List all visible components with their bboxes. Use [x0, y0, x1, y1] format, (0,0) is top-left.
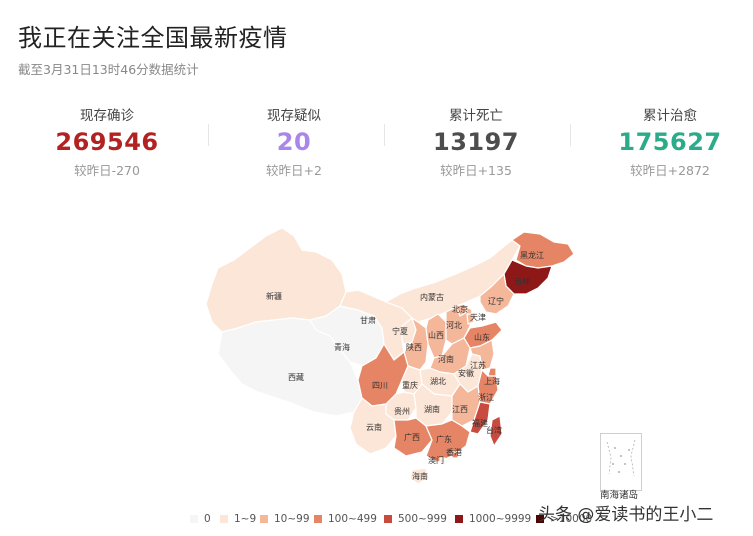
label-guizhou: 贵州 — [394, 406, 410, 416]
stat-divider — [208, 124, 209, 146]
label-shaanxi: 陕西 — [406, 342, 422, 352]
label-hongkong: 香港 — [446, 447, 462, 457]
label-chongqing: 重庆 — [402, 380, 418, 390]
legend-label: 1~9 — [234, 513, 257, 525]
legend-swatch — [314, 515, 322, 523]
stat-label: 现存疑似 — [267, 108, 321, 124]
province-hongkong[interactable] — [451, 451, 459, 459]
stats-bar: 现存确诊 269546 较昨日-270 现存疑似 20 较昨日+2 累计死亡 1… — [0, 104, 753, 184]
stat-value: 269546 — [55, 128, 159, 156]
stat-label: 累计死亡 — [449, 108, 503, 124]
label-macau: 澳门 — [428, 455, 444, 465]
label-anhui: 安徽 — [458, 368, 474, 378]
stat-value: 175627 — [618, 128, 722, 156]
label-fujian: 福建 — [472, 418, 488, 428]
label-sichuan: 四川 — [372, 381, 388, 390]
label-hainan: 海南 — [412, 471, 428, 481]
legend-swatch — [260, 515, 268, 523]
legend-label: 1000~9999 — [469, 513, 532, 525]
inset-label: 南海诸岛 — [600, 490, 639, 501]
province-guangdong[interactable] — [425, 419, 471, 463]
label-gansu: 甘肃 — [360, 315, 376, 325]
stat-delta: 较昨日-270 — [74, 163, 140, 178]
label-shandong: 山东 — [474, 332, 490, 342]
province-tianjin[interactable] — [466, 313, 475, 325]
legend-label: 500~999 — [398, 513, 447, 525]
legend-item[interactable]: 10~99 — [260, 513, 310, 525]
label-xinjiang: 新疆 — [266, 291, 282, 301]
label-jiangxi: 江西 — [452, 405, 468, 414]
stat-delta: 较昨日+2 — [266, 163, 322, 178]
province-taiwan[interactable] — [489, 415, 503, 447]
province-hainan[interactable] — [409, 467, 429, 485]
legend-item[interactable]: 1000~9999 — [455, 513, 531, 525]
label-qinghai: 青海 — [334, 342, 350, 352]
label-guangxi: 广西 — [404, 432, 420, 442]
province-heilongjiang[interactable] — [511, 231, 575, 269]
watermark: 头条 @爱读书的王小二 — [538, 505, 714, 525]
label-liaoning: 辽宁 — [488, 296, 504, 306]
label-shanghai: 上海 — [484, 376, 500, 386]
legend-label: >10000 — [550, 513, 593, 525]
stat-value: 20 — [276, 128, 312, 156]
province-beijing[interactable] — [455, 303, 468, 317]
stat-label: 现存确诊 — [80, 108, 134, 124]
stat-total-recovered[interactable]: 累计治愈 175627 较昨日+2872 — [590, 104, 750, 179]
province-shanghai[interactable] — [487, 367, 497, 377]
legend-item[interactable]: >10000 — [536, 513, 592, 525]
label-hubei: 湖北 — [430, 377, 446, 386]
china-choropleth-map: 新疆 西藏 青海 甘肃 内蒙古 黑龙江 吉林 辽宁 宁夏 陕西 山西 河北 北京… — [205, 227, 575, 485]
stat-delta: 较昨日+135 — [440, 163, 512, 178]
stat-divider — [384, 124, 385, 146]
stat-divider — [570, 124, 571, 146]
label-shanxi: 山西 — [428, 330, 444, 340]
province-liaoning[interactable] — [479, 273, 515, 315]
label-jiangsu: 江苏 — [470, 360, 486, 370]
legend-item[interactable]: 0 — [190, 513, 211, 525]
legend-item[interactable]: 500~999 — [384, 513, 447, 525]
update-timestamp: 截至3月31日13时46分数据统计 — [18, 62, 199, 77]
label-yunnan: 云南 — [366, 422, 382, 432]
label-hebei: 河北 — [446, 320, 462, 330]
label-tianjin: 天津 — [470, 312, 486, 322]
label-neimenggu: 内蒙古 — [420, 292, 444, 302]
label-taiwan: 台湾 — [486, 425, 502, 435]
province-hunan[interactable] — [413, 383, 453, 427]
south-china-sea-islands-icon — [606, 439, 636, 477]
province-guangxi[interactable] — [393, 417, 433, 457]
legend-swatch — [190, 515, 198, 523]
legend-swatch — [455, 515, 463, 523]
legend-item[interactable]: 100~499 — [314, 513, 377, 525]
legend-label: 10~99 — [274, 513, 310, 525]
label-hunan: 湖南 — [424, 404, 440, 414]
label-zhejiang: 浙江 — [478, 392, 494, 402]
legend-swatch — [384, 515, 392, 523]
label-jilin: 吉林 — [514, 276, 530, 286]
province-labels: 新疆 西藏 青海 甘肃 内蒙古 黑龙江 吉林 辽宁 宁夏 陕西 山西 河北 北京… — [266, 250, 544, 481]
legend-label: 0 — [204, 513, 211, 525]
legend-item[interactable]: 1~9 — [220, 513, 256, 525]
legend-swatch — [536, 515, 544, 523]
stat-current-suspected[interactable]: 现存疑似 20 较昨日+2 — [214, 104, 374, 179]
legend-swatch — [220, 515, 228, 523]
stat-current-confirmed[interactable]: 现存确诊 269546 较昨日-270 — [27, 104, 187, 179]
stat-total-deaths[interactable]: 累计死亡 13197 较昨日+135 — [396, 104, 556, 179]
legend-label: 100~499 — [328, 513, 377, 525]
label-henan: 河南 — [438, 354, 454, 364]
label-guangdong: 广东 — [436, 434, 452, 444]
label-ningxia: 宁夏 — [392, 326, 408, 336]
page-title: 我正在关注全国最新疫情 — [18, 24, 288, 52]
stat-label: 累计治愈 — [643, 108, 697, 124]
province-macau[interactable] — [439, 457, 446, 464]
stat-delta: 较昨日+2872 — [630, 163, 710, 178]
south-china-sea-inset[interactable] — [600, 433, 642, 491]
label-xizang: 西藏 — [288, 372, 304, 382]
label-heilongjiang: 黑龙江 — [520, 250, 544, 260]
stat-value: 13197 — [433, 128, 519, 156]
label-beijing: 北京 — [452, 304, 468, 314]
